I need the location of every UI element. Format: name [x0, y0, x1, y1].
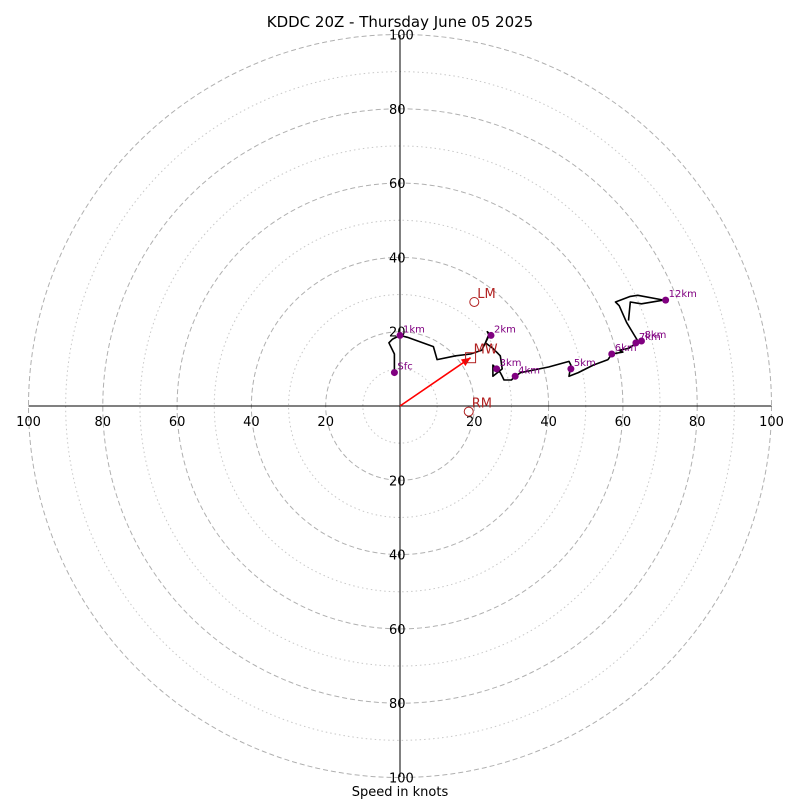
storm-marker-label: RM	[472, 397, 492, 412]
height-label: 4km	[518, 365, 540, 376]
height-label: 6km	[615, 343, 637, 354]
height-label: 1km	[403, 324, 425, 335]
height-point	[608, 350, 616, 358]
x-axis-label: Speed in knots	[352, 785, 449, 800]
height-point	[637, 337, 645, 345]
x-tick-label: 20	[317, 415, 334, 430]
x-tick-label: 40	[243, 415, 260, 430]
y-tick-label: 40	[389, 549, 406, 564]
height-point	[390, 369, 398, 377]
mean-wind-vector	[399, 357, 472, 407]
x-tick-label: 40	[540, 415, 557, 430]
height-point	[662, 296, 670, 304]
y-tick-label: 40	[389, 251, 406, 266]
x-tick-label: 80	[95, 415, 112, 430]
y-tick-label: 80	[389, 103, 406, 118]
storm-marker	[465, 352, 477, 364]
y-tick-label: 80	[389, 697, 406, 712]
height-label: 2km	[494, 324, 516, 335]
height-label: 5km	[574, 358, 596, 369]
x-tick-label: 100	[16, 415, 41, 430]
height-point	[632, 339, 640, 347]
x-tick-label: 60	[615, 415, 632, 430]
height-point	[511, 372, 519, 380]
y-tick-label: 100	[389, 29, 414, 44]
height-label: 3km	[500, 358, 522, 369]
y-tick-label: 60	[389, 177, 406, 192]
chart-title: KDDC 20Z - Thursday June 05 2025	[267, 13, 533, 31]
x-tick-label: 100	[759, 415, 784, 430]
y-tick-label: 100	[389, 772, 414, 787]
storm-marker	[469, 296, 480, 307]
tick-labels: 100 80 60 40 20 20 40 60 80 100100806040202040608…	[16, 29, 784, 787]
height-label: 7km	[639, 332, 661, 343]
storm-marker-label: LM	[477, 287, 495, 302]
height-point	[493, 365, 501, 373]
height-point	[487, 331, 495, 339]
y-tick-label: 20	[389, 474, 406, 489]
storm-motion-markers: LM MW RM	[463, 287, 498, 417]
y-tick-label: 60	[389, 623, 406, 638]
height-label: 8km	[644, 330, 666, 341]
storm-marker	[463, 406, 474, 417]
x-tick-label: 80	[689, 415, 706, 430]
height-point	[396, 331, 404, 339]
height-label: Sfc	[397, 362, 412, 373]
x-tick-label: 20	[466, 415, 483, 430]
x-tick-label: 60	[169, 415, 186, 430]
height-label: 12km	[669, 289, 697, 300]
height-point	[567, 365, 575, 373]
storm-marker-label: MW	[474, 343, 498, 358]
